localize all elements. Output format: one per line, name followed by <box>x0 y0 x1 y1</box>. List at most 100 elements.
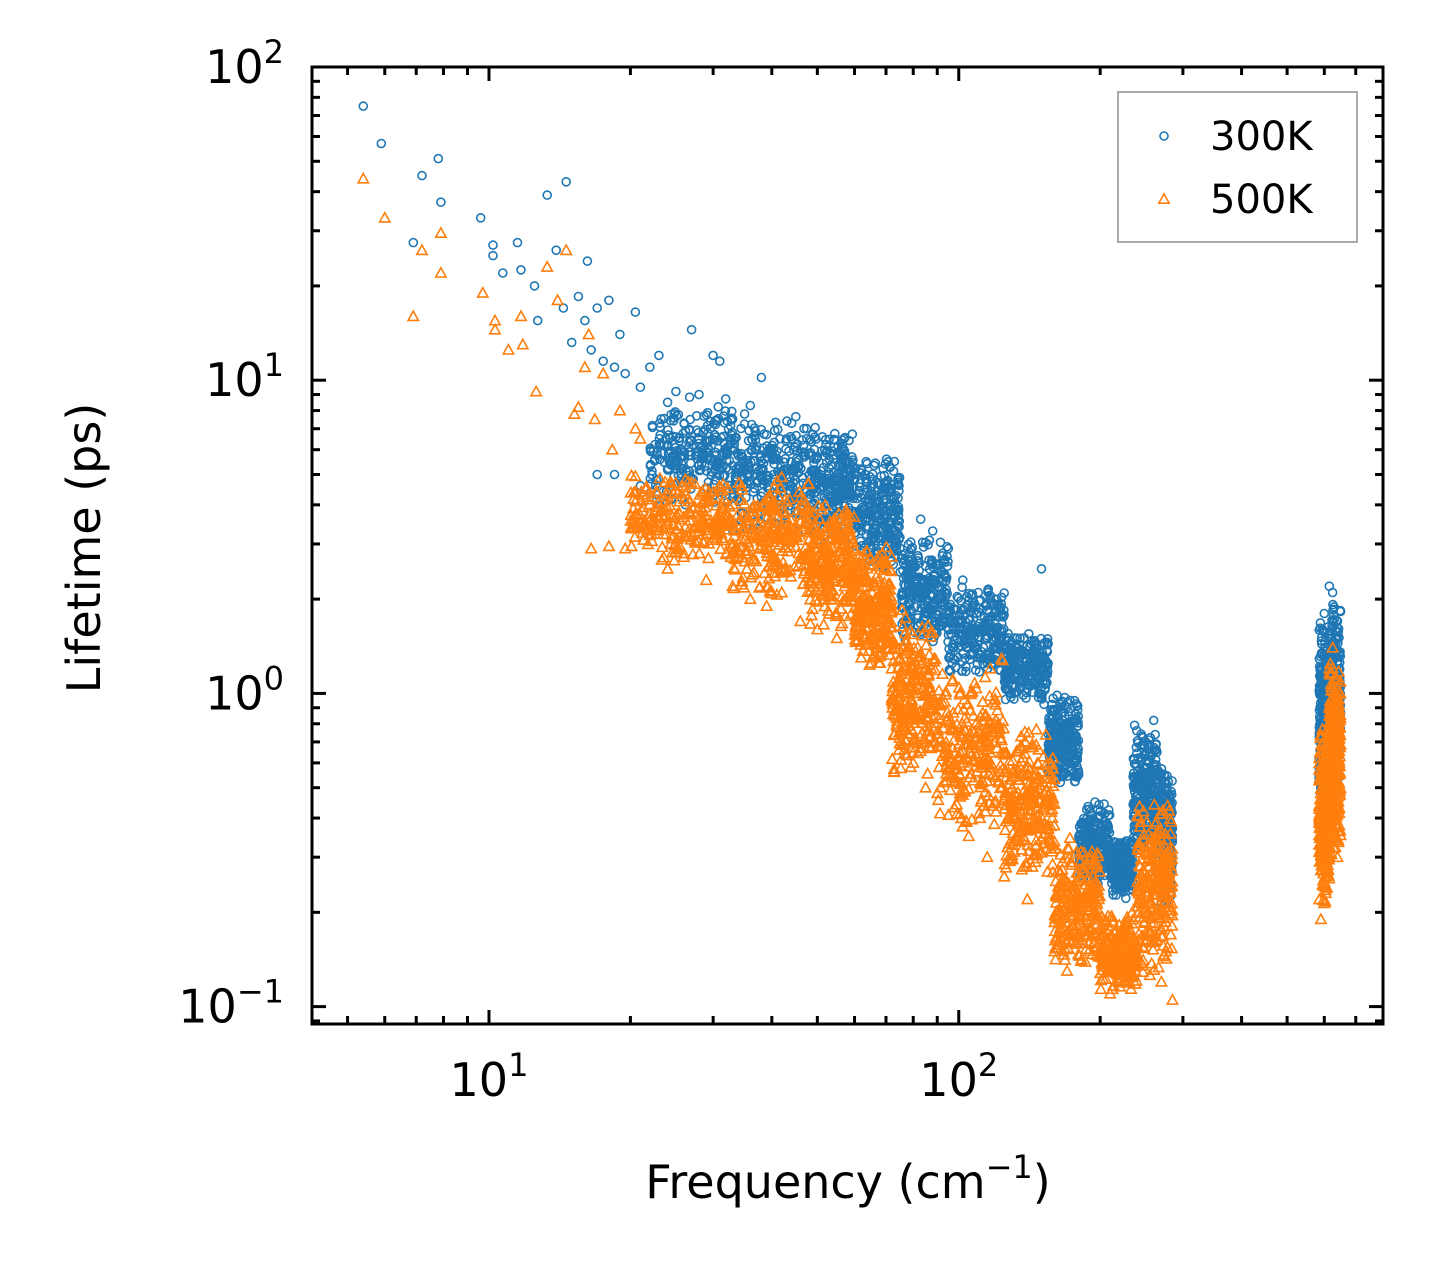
data-point <box>927 558 937 568</box>
data-point <box>580 315 590 326</box>
data-point <box>955 596 966 606</box>
data-point <box>718 431 729 442</box>
data-point <box>985 625 996 636</box>
data-point <box>677 463 688 474</box>
data-point <box>942 541 952 552</box>
data-point <box>512 237 523 248</box>
data-point <box>991 623 1002 634</box>
data-point <box>1036 563 1047 574</box>
data-point <box>874 499 884 509</box>
data-point <box>598 356 609 367</box>
data-point <box>1319 608 1330 619</box>
data-point <box>1009 672 1020 683</box>
data-point <box>892 479 903 490</box>
data-point <box>433 153 444 164</box>
data-point <box>818 473 828 484</box>
data-point <box>671 463 682 474</box>
data-point <box>885 752 899 765</box>
data-point <box>686 324 697 335</box>
data-point <box>739 419 750 429</box>
data-point <box>790 411 801 422</box>
data-point <box>957 582 967 593</box>
data-point <box>713 401 724 412</box>
data-point <box>551 245 562 255</box>
data-point <box>850 475 860 485</box>
data-point <box>950 655 960 665</box>
data-point <box>805 434 816 445</box>
data-point <box>1327 587 1338 598</box>
data-point <box>965 650 975 660</box>
data-point <box>903 585 914 596</box>
data-point <box>650 439 660 450</box>
data-point <box>497 268 508 278</box>
data-point <box>948 624 959 634</box>
data-point <box>944 665 955 675</box>
data-point <box>573 291 584 302</box>
data-point <box>945 613 956 623</box>
data-point <box>965 628 976 638</box>
data-point <box>417 170 427 181</box>
data-point <box>722 416 733 426</box>
data-point <box>957 666 968 676</box>
data-point <box>751 443 761 454</box>
data-point <box>620 368 631 379</box>
data-point <box>904 579 915 590</box>
data-point <box>811 454 822 464</box>
data-point <box>836 456 847 467</box>
data-point <box>358 101 369 111</box>
data-point <box>839 480 850 491</box>
data-point <box>788 445 799 455</box>
data-point <box>856 465 867 476</box>
series-500K <box>356 171 1348 1005</box>
data-point <box>761 474 772 485</box>
data-point <box>872 477 883 488</box>
data-point <box>905 573 915 583</box>
data-point <box>898 565 908 576</box>
data-point <box>785 481 795 492</box>
data-point <box>784 472 795 482</box>
data-point <box>769 425 780 436</box>
data-point <box>999 640 1010 651</box>
data-point <box>889 493 899 503</box>
data-point <box>907 542 918 553</box>
data-point <box>914 593 924 603</box>
data-point <box>604 295 614 306</box>
data-point <box>1030 652 1041 662</box>
data-point <box>1148 715 1159 726</box>
data-point <box>647 466 657 476</box>
data-point <box>705 423 716 434</box>
data-point <box>983 614 994 625</box>
data-point <box>995 602 1006 613</box>
data-point <box>782 416 792 426</box>
data-point <box>824 485 835 495</box>
data-point <box>720 394 731 404</box>
data-point <box>859 503 870 514</box>
data-point <box>663 425 673 435</box>
data-point <box>829 428 840 439</box>
data-point <box>705 416 716 427</box>
data-point <box>703 443 713 453</box>
data-point <box>1014 682 1025 693</box>
data-point <box>1027 687 1038 698</box>
data-point <box>798 440 809 451</box>
data-point <box>688 439 698 450</box>
data-point <box>710 465 721 476</box>
data-point <box>673 447 684 457</box>
data-point <box>839 433 849 444</box>
data-point <box>943 556 953 567</box>
data-points <box>356 101 1348 1005</box>
data-point <box>532 315 543 326</box>
data-point <box>787 433 797 444</box>
data-point <box>928 574 939 585</box>
data-point <box>983 584 994 595</box>
data-point <box>885 501 896 512</box>
data-point <box>630 307 641 317</box>
data-point <box>1002 648 1013 659</box>
data-point <box>686 435 697 445</box>
data-point <box>1015 665 1026 675</box>
data-point <box>932 593 943 604</box>
data-point <box>679 418 690 429</box>
data-point <box>436 197 446 207</box>
data-point <box>673 409 684 420</box>
data-point <box>756 424 767 435</box>
